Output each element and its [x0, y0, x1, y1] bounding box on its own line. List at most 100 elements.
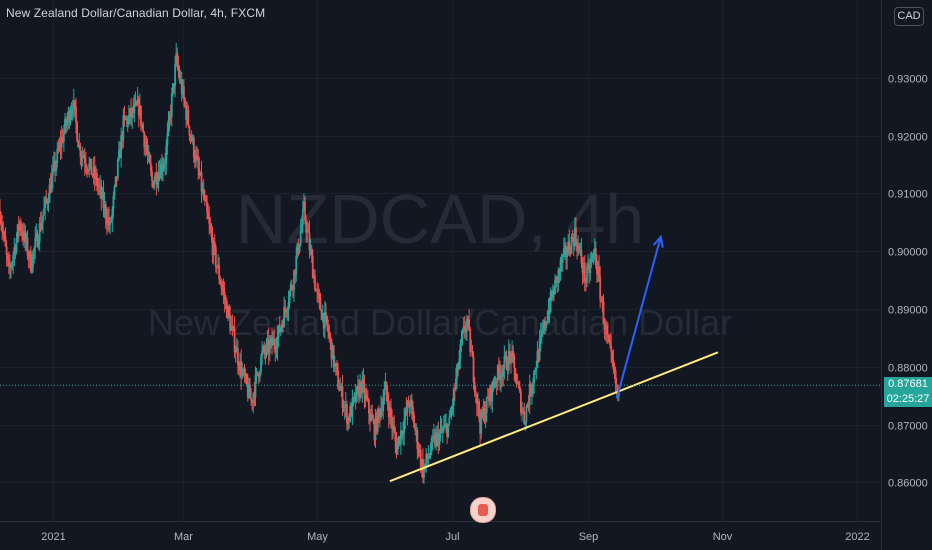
candle-body — [14, 247, 17, 253]
candle-body — [235, 348, 238, 353]
candle-body — [67, 111, 70, 120]
candle-body — [90, 158, 93, 175]
candle-body — [246, 384, 249, 398]
candle-body — [3, 233, 6, 237]
candle-body — [426, 453, 429, 460]
candle-body — [136, 99, 139, 105]
candle-body — [347, 417, 349, 424]
candle-body — [559, 260, 562, 272]
candle-body — [350, 406, 353, 417]
candle-body — [197, 158, 200, 169]
candle-body — [173, 83, 175, 87]
candle-body — [11, 262, 14, 267]
candle-body — [249, 384, 251, 399]
candle-body — [208, 218, 211, 224]
candle-body — [245, 374, 248, 385]
candle-body — [430, 437, 433, 452]
price-axis[interactable]: 0.86000 0.87000 0.88000 0.89000 0.90000 0.910… — [888, 74, 928, 490]
candle-body — [459, 344, 462, 359]
candle-body — [86, 167, 88, 171]
candle-body — [192, 137, 195, 158]
candle-body — [189, 135, 192, 137]
candle-body — [258, 372, 261, 378]
scroll-to-realtime-button[interactable] — [470, 497, 496, 523]
candle-body — [205, 198, 207, 202]
candle-body — [376, 408, 379, 432]
candle-body — [45, 198, 48, 201]
candle-body — [434, 435, 436, 446]
symbol-title[interactable]: New Zealand Dollar/Canadian Dollar, 4h, … — [6, 6, 266, 20]
candle-body — [375, 416, 378, 432]
candle-body — [170, 93, 173, 117]
candle-body — [449, 415, 452, 418]
candle-body — [203, 198, 206, 200]
candle-body — [132, 108, 135, 114]
candle-body — [241, 371, 244, 378]
candle-body — [595, 264, 598, 275]
candle-body — [242, 369, 245, 372]
candle-body — [532, 383, 534, 389]
candle-body — [37, 242, 40, 247]
candle-body — [61, 136, 64, 142]
candle-body — [243, 369, 246, 377]
candle-body — [221, 287, 224, 290]
candle-body — [185, 105, 188, 120]
candle-body — [557, 270, 560, 283]
candle-body — [229, 315, 232, 331]
candle-body — [103, 204, 106, 209]
candle-body — [223, 292, 226, 301]
candle-body — [194, 157, 196, 162]
candle-body — [289, 284, 292, 292]
price-tick-label: 0.91000 — [888, 189, 928, 201]
currency-badge[interactable]: CAD — [894, 7, 924, 26]
candle-body — [348, 417, 350, 422]
candle-body — [571, 236, 574, 239]
candle-body — [240, 361, 243, 378]
candle-body — [472, 356, 475, 382]
candle-body — [482, 408, 485, 417]
candle-body — [409, 399, 412, 407]
candle-body — [93, 166, 96, 179]
candle-body — [360, 382, 363, 393]
candle-body — [83, 158, 86, 164]
candle-body — [437, 432, 440, 446]
candle-body — [599, 276, 602, 300]
candle-body — [445, 424, 447, 426]
candle-body — [300, 224, 303, 232]
candle-body — [461, 330, 464, 340]
candle-body — [331, 345, 334, 360]
candle-body — [238, 364, 240, 371]
candle-body — [417, 449, 420, 453]
time-axis[interactable]: 2021 Mar May Jul Sep Nov 2022 — [41, 531, 869, 543]
drawings[interactable] — [389, 234, 719, 483]
time-tick-label: Jul — [445, 531, 459, 543]
candle-body — [500, 374, 502, 381]
candle-body — [379, 411, 381, 417]
candle-body — [330, 339, 333, 360]
candle-body — [570, 236, 573, 254]
candle-body — [540, 331, 543, 336]
candle-body — [419, 449, 422, 467]
candle-body — [343, 406, 346, 408]
candle-body — [526, 404, 529, 407]
candle-body — [608, 336, 610, 342]
candle-body — [108, 217, 110, 226]
candle-body — [252, 393, 255, 403]
candle-body — [535, 367, 538, 371]
candle-body — [25, 237, 28, 243]
candle-body — [371, 414, 374, 420]
candle-body — [533, 370, 536, 384]
candle-body — [610, 345, 613, 352]
candle-body — [581, 263, 584, 273]
candle-body — [214, 247, 217, 267]
candle-body — [508, 351, 511, 354]
candle-body — [366, 399, 369, 401]
candle-body — [286, 309, 289, 313]
candle-body — [231, 325, 234, 327]
candle-body — [125, 118, 128, 120]
candle-body — [414, 427, 417, 431]
candle-body — [159, 163, 162, 179]
candle-body — [80, 156, 83, 158]
